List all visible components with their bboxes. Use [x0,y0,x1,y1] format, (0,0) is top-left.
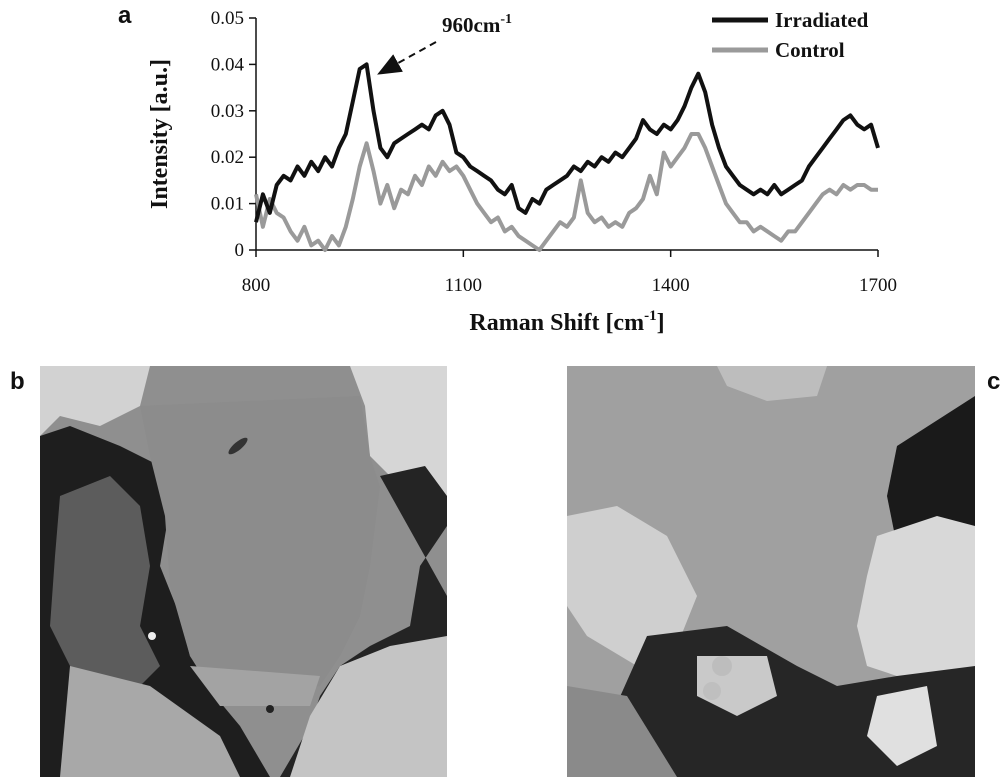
raman-spectrum-chart: 0 0.01 0.02 0.03 0.04 0.05 800 1100 1400 1700 Rama… [147,8,897,336]
y-tick-label: 0.03 [211,101,244,122]
legend-label-irradiated: Irradiated [775,8,869,32]
micrograph-c [567,366,975,777]
x-tick-label: 1700 [859,275,897,296]
y-axis-title: Intensity [a.u.] [147,59,173,209]
series-line-control [254,132,878,252]
peak-annotation-arrow [377,41,437,75]
y-tick-label: 0.01 [211,194,244,215]
x-tick-label: 800 [242,275,271,296]
micrograph-b [40,366,447,777]
legend-label-control: Control [775,38,845,62]
panel-label-a: a [118,2,132,29]
y-tick-label: 0.02 [211,147,244,168]
x-tick-label: 1400 [652,275,690,296]
peak-annotation-label: 960cm-1 [442,12,512,37]
x-tick-label: 1100 [445,275,482,296]
x-axis-title: Raman Shift [cm-1] [469,308,664,336]
y-tick-label: 0.04 [211,54,245,75]
panel-label-c: c [987,368,1001,395]
series-line-irradiated [254,62,880,223]
y-tick-label: 0.05 [211,8,244,29]
y-tick-label: 0 [235,240,245,261]
panel-label-b: b [10,368,25,395]
